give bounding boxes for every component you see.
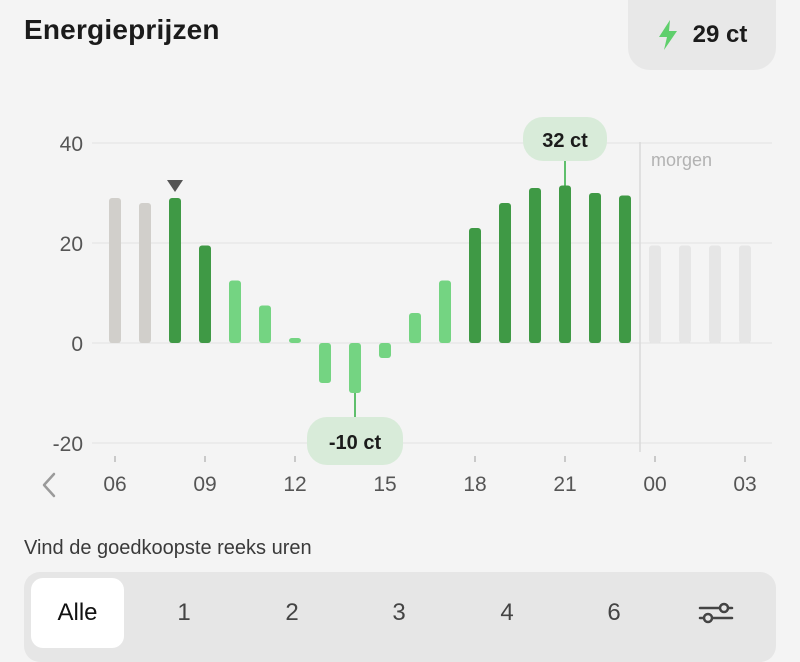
y-tick-label: -20 <box>53 433 83 456</box>
current-hour-marker-icon <box>167 180 183 192</box>
price-bar[interactable] <box>679 245 691 344</box>
price-bar[interactable] <box>499 203 511 343</box>
x-tick-label: 06 <box>103 473 126 496</box>
current-price-badge[interactable]: 29 ct <box>628 0 776 70</box>
y-tick-label: 20 <box>60 233 83 256</box>
price-bar[interactable] <box>109 198 121 343</box>
page-title: Energieprijzen <box>24 14 220 45</box>
x-tick-label: 00 <box>643 473 666 496</box>
y-tick-label: 40 <box>60 133 83 156</box>
option-2[interactable]: 2 <box>285 599 299 626</box>
filter-settings-button[interactable] <box>674 578 758 648</box>
price-bar[interactable] <box>529 188 541 343</box>
x-tick-label: 18 <box>463 473 486 496</box>
x-tick-label: 03 <box>733 473 756 496</box>
price-bar[interactable] <box>649 245 661 344</box>
option-3[interactable]: 3 <box>392 599 406 626</box>
option-alle[interactable]: Alle <box>31 578 124 648</box>
price-bar[interactable] <box>349 343 361 393</box>
option-1[interactable]: 1 <box>177 599 191 626</box>
sliders-icon <box>698 602 734 624</box>
price-bar[interactable] <box>169 198 181 343</box>
y-tick-label: 0 <box>71 333 83 356</box>
price-bar[interactable] <box>139 203 151 343</box>
price-bar[interactable] <box>439 280 451 344</box>
price-chart: 40 20 0 -20 morgen 06 09 12 15 18 21 00 03 32 ct -10 c… <box>42 117 772 498</box>
price-bar[interactable] <box>229 280 241 344</box>
price-bar[interactable] <box>469 228 481 343</box>
tomorrow-label: morgen <box>651 150 712 170</box>
x-tick-label: 21 <box>553 473 576 496</box>
max-price-callout <box>523 117 607 161</box>
lightning-bolt-icon <box>658 20 677 50</box>
price-bar[interactable] <box>199 245 211 344</box>
price-bar[interactable] <box>739 245 751 344</box>
min-price-callout <box>307 417 403 465</box>
x-tick-label: 15 <box>373 473 396 496</box>
price-bar[interactable] <box>559 185 571 344</box>
chevron-left-icon[interactable] <box>42 472 56 498</box>
price-bar[interactable] <box>589 193 601 343</box>
current-price-value: 29 ct <box>692 21 748 48</box>
price-bar[interactable] <box>709 245 721 344</box>
price-bar[interactable] <box>619 195 631 344</box>
price-bar[interactable] <box>409 313 421 343</box>
price-bar[interactable] <box>259 305 271 344</box>
x-tick-label: 09 <box>193 473 216 496</box>
x-tick-label: 12 <box>283 473 306 496</box>
hour-range-selector: Alle 1 2 3 4 6 <box>24 572 776 662</box>
price-bar[interactable] <box>319 343 331 383</box>
cheapest-range-label: Vind de goedkoopste reeks uren <box>24 537 312 559</box>
option-6[interactable]: 6 <box>607 599 621 626</box>
max-price-label: 32 ct <box>542 130 588 152</box>
option-4[interactable]: 4 <box>500 599 514 626</box>
price-bar[interactable] <box>379 343 391 358</box>
min-price-label: -10 ct <box>329 432 382 454</box>
price-bar[interactable] <box>289 338 301 343</box>
